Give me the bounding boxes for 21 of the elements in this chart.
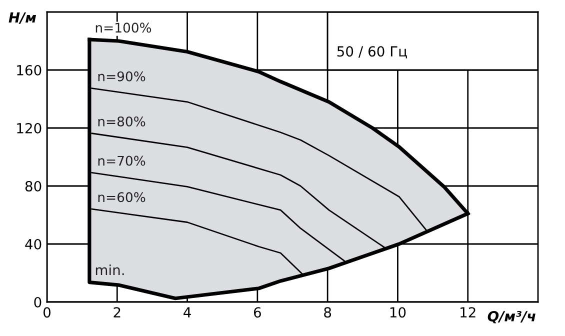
series-label: n=100% bbox=[96, 22, 152, 33]
series-label: n=80% bbox=[98, 116, 146, 126]
y-tick-label: 160 bbox=[17, 64, 42, 76]
annotation: min. bbox=[96, 264, 124, 276]
y-axis-title: H/м bbox=[8, 12, 36, 24]
text: 50 / 60 Гц bbox=[337, 46, 407, 58]
series-label: n=90% bbox=[98, 71, 146, 82]
x-tick-label: 12 bbox=[460, 307, 476, 318]
x-tick-label: 8 bbox=[324, 307, 332, 318]
x-axis-title: Q/м³/ч bbox=[488, 310, 536, 324]
x-tick-label: 0 bbox=[43, 307, 50, 318]
y-tick-label: 0 bbox=[34, 296, 42, 308]
series-label: n=70% bbox=[98, 156, 146, 166]
y-tick-label: 120 bbox=[17, 122, 42, 134]
y-tick-label: 80 bbox=[25, 180, 42, 192]
x-tick-label: 2 bbox=[114, 307, 120, 318]
y-tick-label: 40 bbox=[25, 238, 42, 250]
x-tick-label: 4 bbox=[184, 307, 191, 318]
x-tick-label: 6 bbox=[254, 307, 261, 318]
x-tick-label: 10 bbox=[390, 307, 406, 318]
series-label: n=60% bbox=[98, 192, 146, 202]
